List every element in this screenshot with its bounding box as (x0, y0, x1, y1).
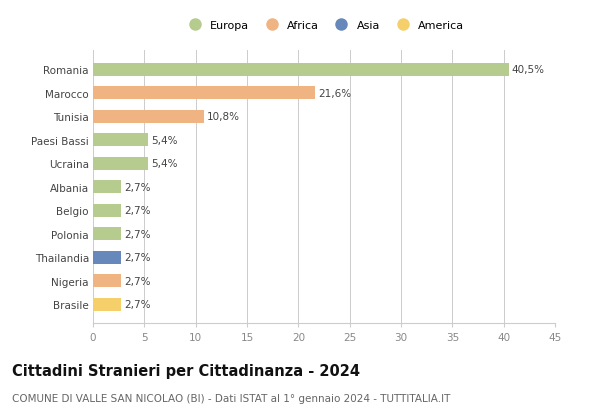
Bar (93, 110, 204, 123)
Text: 40,5%: 40,5% (512, 65, 545, 75)
Text: 2,7%: 2,7% (124, 206, 151, 216)
Text: 5,4%: 5,4% (152, 159, 178, 169)
Bar (93, 274, 121, 287)
Text: 2,7%: 2,7% (124, 182, 151, 192)
Text: 21,6%: 21,6% (318, 88, 351, 98)
Bar (93, 87, 315, 100)
Text: 10,8%: 10,8% (207, 112, 240, 122)
Bar (93, 251, 121, 264)
Text: 2,7%: 2,7% (124, 276, 151, 286)
Legend: Europa, Africa, Asia, America: Europa, Africa, Asia, America (181, 18, 467, 33)
Text: Cittadini Stranieri per Cittadinanza - 2024: Cittadini Stranieri per Cittadinanza - 2… (12, 363, 360, 378)
Bar (93, 298, 121, 311)
Bar (93, 134, 148, 147)
Text: 2,7%: 2,7% (124, 252, 151, 263)
Bar (93, 63, 509, 76)
Bar (93, 157, 148, 170)
Bar (93, 181, 121, 193)
Bar (93, 204, 121, 217)
Text: 2,7%: 2,7% (124, 229, 151, 239)
Text: COMUNE DI VALLE SAN NICOLAO (BI) - Dati ISTAT al 1° gennaio 2024 - TUTTITALIA.IT: COMUNE DI VALLE SAN NICOLAO (BI) - Dati … (12, 393, 451, 403)
Text: 5,4%: 5,4% (152, 135, 178, 145)
Bar (93, 227, 121, 240)
Text: 2,7%: 2,7% (124, 299, 151, 309)
